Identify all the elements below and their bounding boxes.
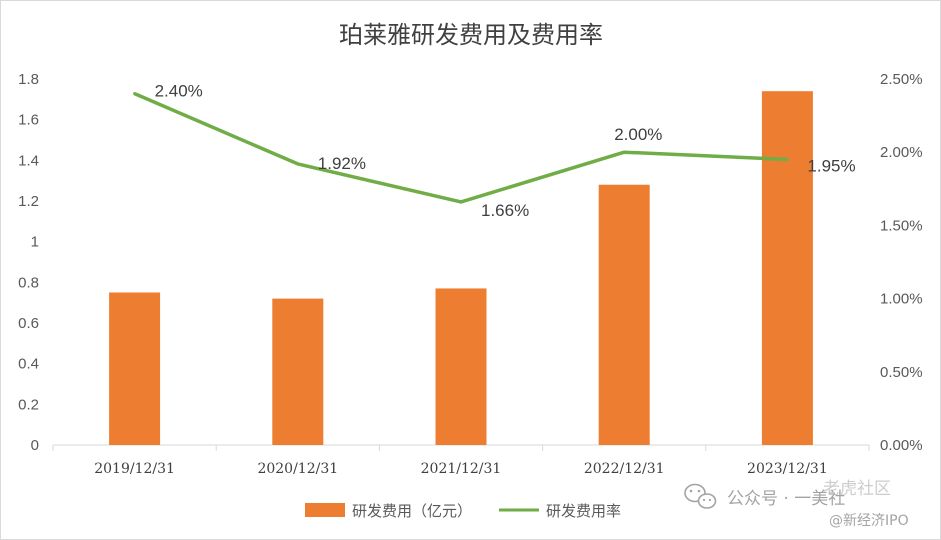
legend-swatch-bar	[305, 503, 345, 517]
left-tick-label: 0	[31, 437, 39, 454]
left-tick-label: 1.4	[18, 152, 39, 169]
bar	[598, 184, 650, 445]
bar	[761, 91, 813, 445]
left-tick-label: 0.6	[18, 315, 39, 332]
x-tick-label: 2021/12/31	[421, 461, 502, 477]
right-tick-label: 0.50%	[880, 364, 923, 381]
line-point	[459, 200, 463, 204]
bar	[109, 292, 161, 445]
bar	[435, 288, 487, 445]
data-label: 2.00%	[614, 125, 662, 144]
right-tick-label: 1.50%	[880, 217, 923, 234]
line-point	[622, 150, 626, 154]
legend-label-line: 研发费用率	[546, 502, 621, 520]
left-axis: 0 0.2 0.4 0.6 0.8 1 1.2 1.4 1.6 1.8	[18, 71, 39, 454]
x-tick-label: 2019/12/31	[94, 461, 175, 477]
left-tick-label: 1.2	[18, 193, 39, 210]
data-label: 2.40%	[155, 82, 203, 101]
chart-title: 珀莱雅研发费用及费用率	[339, 21, 603, 49]
right-tick-label: 1.00%	[880, 291, 923, 308]
left-tick-label: 0.2	[18, 396, 39, 413]
line-point	[296, 162, 300, 166]
right-tick-label: 0.00%	[880, 437, 923, 454]
legend-label-bar: 研发费用（亿元）	[352, 502, 472, 520]
bar	[272, 298, 324, 445]
line-series: 2.40% 1.92% 1.66% 2.00% 1.95%	[133, 82, 856, 220]
right-axis: 0.00% 0.50% 1.00% 1.50% 2.00% 2.50%	[880, 71, 923, 454]
data-label: 1.66%	[481, 201, 529, 220]
x-tick-label: 2023/12/31	[747, 461, 828, 477]
watermark: 公众号 · 一美社 老虎社区 @新经济IPO	[684, 479, 909, 529]
left-tick-label: 1.8	[18, 71, 39, 88]
x-tick-label: 2022/12/31	[584, 461, 665, 477]
data-label: 1.92%	[318, 154, 366, 173]
left-tick-label: 1	[31, 234, 39, 251]
left-tick-label: 0.4	[18, 356, 39, 373]
right-tick-label: 2.50%	[880, 71, 923, 88]
x-axis: 2019/12/31 2020/12/31 2021/12/31 2022/12/31…	[52, 444, 870, 477]
x-tick-label: 2020/12/31	[257, 461, 338, 477]
left-tick-label: 0.8	[18, 274, 39, 291]
bar-series	[109, 91, 813, 445]
line-point	[133, 92, 137, 96]
line-point	[785, 158, 789, 162]
wechat-icon	[684, 483, 717, 509]
legend: 研发费用（亿元） 研发费用率	[305, 502, 621, 520]
watermark-account: 公众号 · 一美社	[727, 489, 845, 509]
data-label: 1.95%	[807, 157, 855, 176]
line-path	[133, 92, 788, 204]
watermark-overlay: 老虎社区	[823, 479, 891, 499]
right-tick-label: 2.00%	[880, 144, 923, 161]
watermark-handle: @新经济IPO	[829, 513, 909, 529]
left-tick-label: 1.6	[18, 112, 39, 129]
